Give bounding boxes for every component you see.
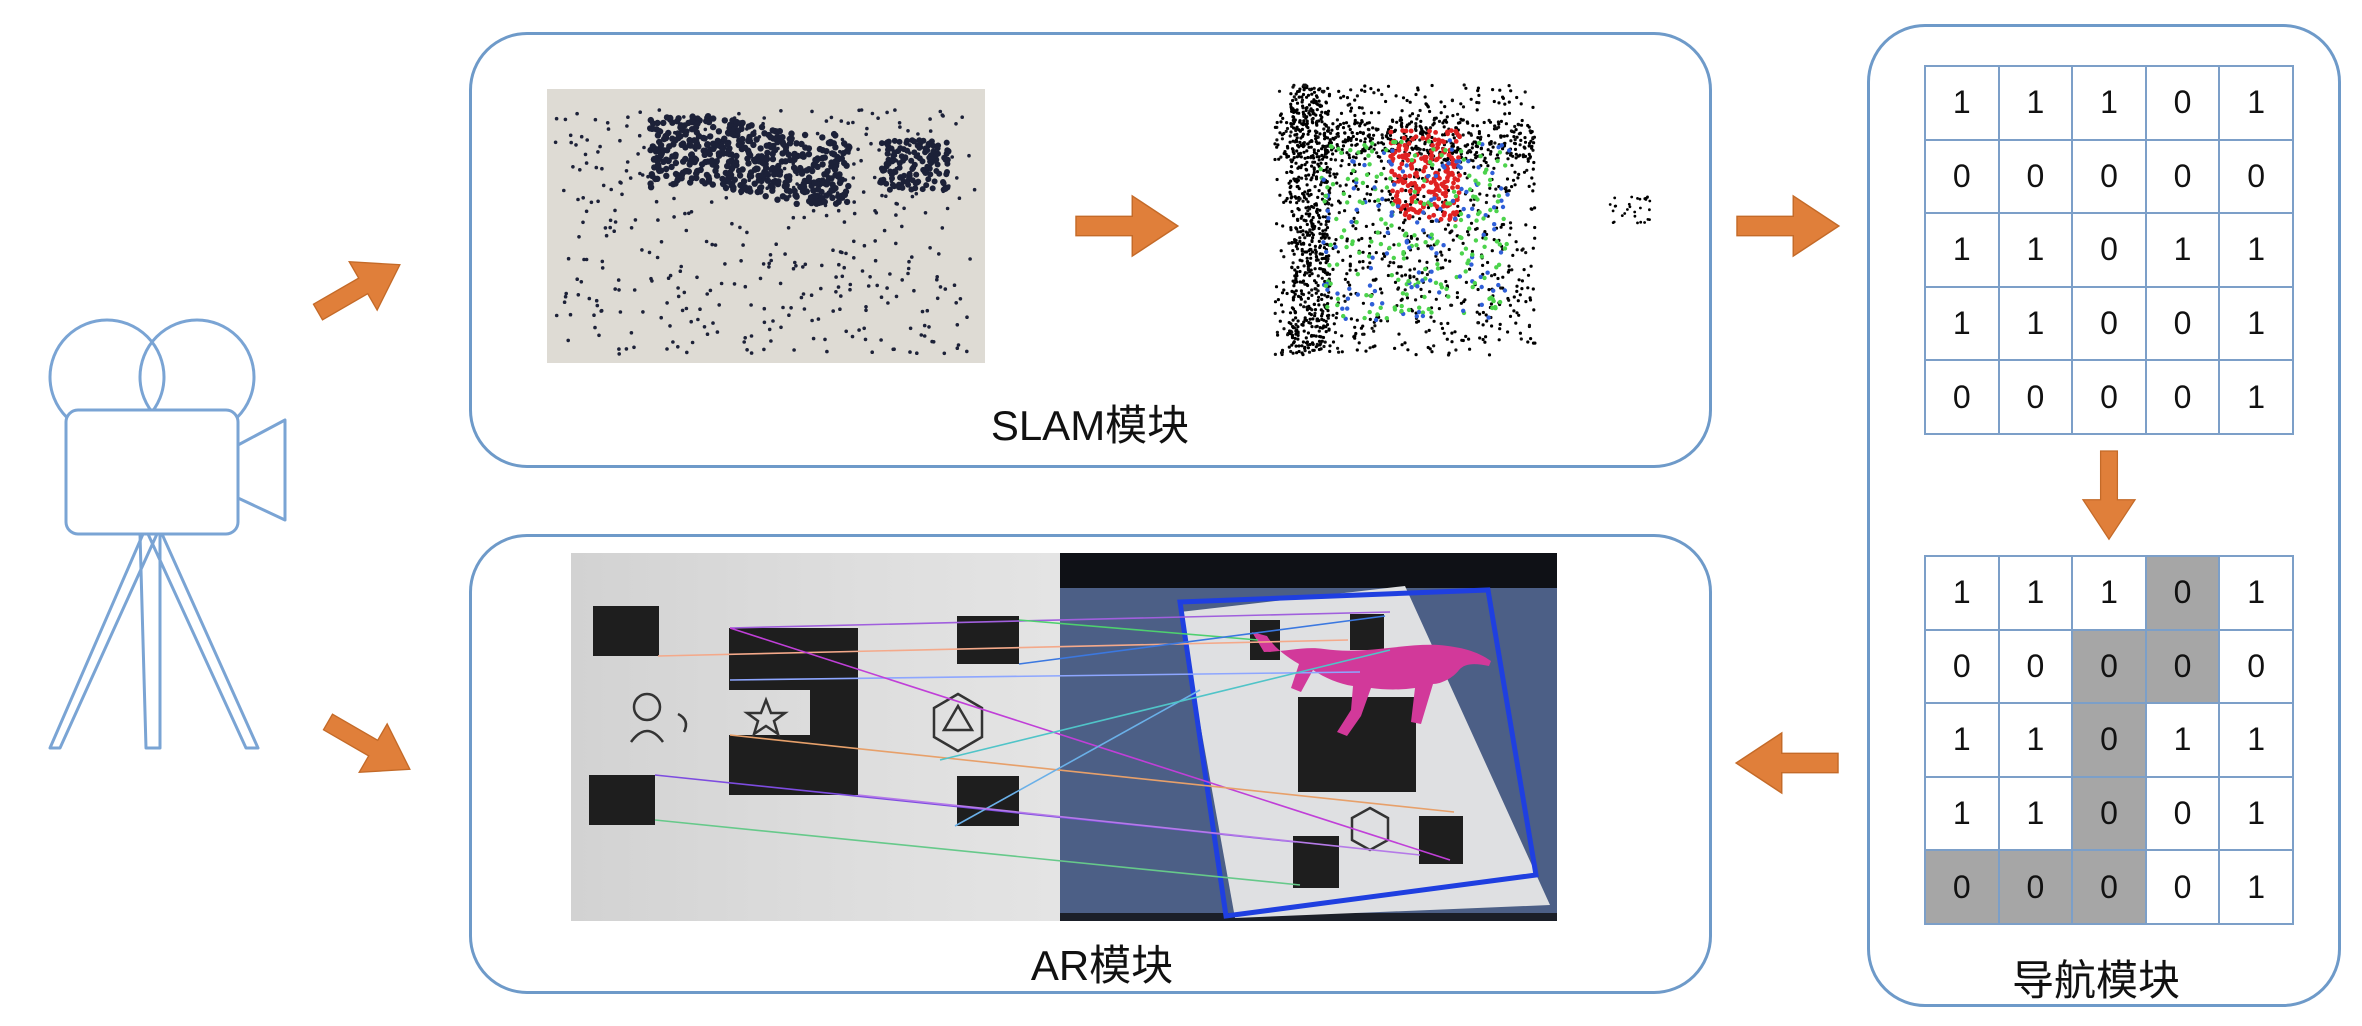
grid-cell: 1 <box>1999 777 2074 852</box>
grid-cell: 0 <box>2146 361 2221 435</box>
grid-cell: 0 <box>1926 630 2000 705</box>
slam-module-label: SLAM模块 <box>990 402 1190 449</box>
grid-cell: 0 <box>2220 630 2294 705</box>
grid-cell: 0 <box>1926 361 2000 435</box>
grid-cell: 0 <box>2146 287 2221 362</box>
grid-cell: 0 <box>1999 630 2074 705</box>
grid-cell: 1 <box>2220 287 2294 362</box>
grid-cell: 0 <box>2146 140 2221 215</box>
grid-cell: 1 <box>1926 704 2000 778</box>
grid-cell: 0 <box>2073 777 2147 852</box>
grid-cell: 0 <box>2073 287 2147 362</box>
grid-cell: 0 <box>1926 140 2000 215</box>
grid-cell: 1 <box>1926 67 2000 141</box>
grid-cell: 0 <box>2146 851 2221 925</box>
grid-cell: 0 <box>2146 630 2221 705</box>
grid-cell: 0 <box>2146 557 2221 631</box>
ar-virtual-model <box>1252 632 1491 736</box>
grid-cell: 1 <box>1926 557 2000 631</box>
grid-cell: 1 <box>2220 777 2294 852</box>
grid-cell: 1 <box>1999 557 2074 631</box>
grid-cell: 1 <box>2146 214 2221 288</box>
grid-cell: 1 <box>1999 704 2074 778</box>
grid-cell: 0 <box>2073 214 2147 288</box>
grid-cell: 1 <box>2220 704 2294 778</box>
grid-cell: 1 <box>1926 287 2000 362</box>
grid-cell: 1 <box>1999 214 2074 288</box>
grid-cell: 1 <box>1999 67 2074 141</box>
grid-cell: 0 <box>1999 851 2074 925</box>
grid-cell: 1 <box>2220 361 2294 435</box>
grid-cell: 1 <box>2220 214 2294 288</box>
grid-cell: 0 <box>2073 630 2147 705</box>
grid-cell: 0 <box>2073 361 2147 435</box>
grid-cell: 1 <box>2073 557 2147 631</box>
grid-cell: 1 <box>2220 557 2294 631</box>
grid-cell: 1 <box>1999 287 2074 362</box>
nav-module-box <box>1867 24 2341 1007</box>
grid-cell: 0 <box>2146 777 2221 852</box>
grid-cell: 0 <box>2220 140 2294 215</box>
grid-cell: 1 <box>1926 777 2000 852</box>
slam-module-box <box>469 32 1712 468</box>
grid-cell: 0 <box>1926 851 2000 925</box>
grid-cell: 1 <box>2073 67 2147 141</box>
grid-cell: 0 <box>2146 67 2221 141</box>
grid-cell: 0 <box>2073 851 2147 925</box>
grid-cell: 0 <box>2073 140 2147 215</box>
nav-module-label: 导航模块 <box>2011 957 2180 1004</box>
grid-cell: 0 <box>1999 140 2074 215</box>
grid-cell: 1 <box>1926 214 2000 288</box>
grid-cell: 0 <box>2073 704 2147 778</box>
ar-module-label: AR模块 <box>1030 942 1174 989</box>
grid-cell: 1 <box>2146 704 2221 778</box>
grid-cell: 1 <box>2220 851 2294 925</box>
grid-cell: 1 <box>2220 67 2294 141</box>
grid-cell: 0 <box>1999 361 2074 435</box>
ar-module-box <box>469 534 1712 994</box>
